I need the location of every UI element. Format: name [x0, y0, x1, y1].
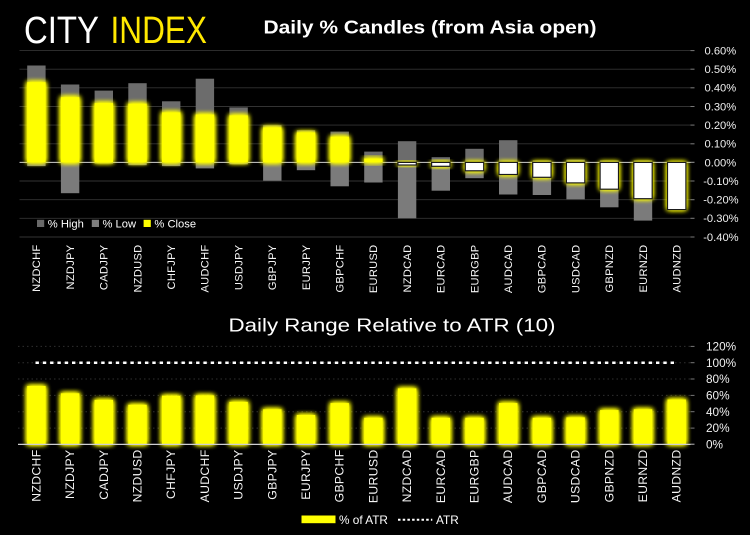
svg-text:GBPJPY: GBPJPY	[267, 244, 279, 290]
svg-text:20%: 20%	[706, 421, 730, 435]
svg-text:CHFJPY: CHFJPY	[166, 244, 178, 289]
svg-text:0%: 0%	[706, 438, 724, 452]
svg-text:USDJPY: USDJPY	[233, 244, 245, 290]
svg-text:100%: 100%	[706, 356, 737, 370]
svg-text:% High: % High	[48, 219, 84, 231]
svg-text:EURGBP: EURGBP	[469, 245, 481, 294]
svg-text:0.60%: 0.60%	[705, 46, 737, 58]
svg-text:CITY: CITY	[24, 10, 99, 52]
svg-text:0.00%: 0.00%	[705, 157, 737, 169]
svg-text:EURCAD: EURCAD	[436, 245, 448, 294]
svg-text:GBPNZD: GBPNZD	[602, 450, 616, 503]
svg-text:USDCAD: USDCAD	[569, 450, 583, 504]
svg-text:CADJPY: CADJPY	[99, 244, 111, 290]
svg-text:% of ATR: % of ATR	[339, 513, 388, 527]
svg-text:AUDNZD: AUDNZD	[670, 450, 684, 503]
svg-text:GBPCHF: GBPCHF	[335, 245, 347, 293]
svg-text:% Low: % Low	[103, 219, 137, 231]
svg-text:EURCAD: EURCAD	[434, 450, 448, 504]
svg-text:80%: 80%	[706, 372, 730, 386]
svg-text:-0.10%: -0.10%	[703, 176, 738, 188]
svg-text:-0.40%: -0.40%	[703, 232, 738, 244]
svg-text:USDJPY: USDJPY	[232, 450, 246, 500]
svg-text:AUDCHF: AUDCHF	[200, 245, 212, 293]
svg-text:NZDCHF: NZDCHF	[29, 450, 43, 502]
svg-text:0.20%: 0.20%	[705, 120, 737, 132]
svg-text:EURNZD: EURNZD	[636, 450, 650, 503]
svg-text:Daily % Candles (from Asia ope: Daily % Candles (from Asia open)	[264, 16, 597, 37]
svg-text:120%: 120%	[706, 340, 737, 354]
svg-text:GBPJPY: GBPJPY	[265, 450, 279, 500]
svg-text:EURJPY: EURJPY	[299, 450, 313, 500]
svg-text:GBPNZD: GBPNZD	[604, 245, 616, 293]
svg-text:EURUSD: EURUSD	[366, 450, 380, 504]
svg-text:EURUSD: EURUSD	[368, 245, 380, 294]
svg-text:NZDCAD: NZDCAD	[402, 245, 414, 293]
svg-text:Daily Range Relative to ATR (1: Daily Range Relative to ATR (10)	[229, 314, 556, 335]
svg-text:INDEX: INDEX	[111, 10, 208, 52]
svg-text:0.40%: 0.40%	[705, 83, 737, 95]
svg-text:AUDNZD: AUDNZD	[672, 245, 684, 293]
svg-text:AUDCHF: AUDCHF	[198, 450, 212, 503]
svg-text:NZDJPY: NZDJPY	[63, 450, 77, 500]
svg-text:NZDUSD: NZDUSD	[132, 245, 144, 293]
svg-text:0.30%: 0.30%	[705, 101, 737, 113]
svg-text:EURGBP: EURGBP	[468, 450, 482, 504]
svg-text:NZDUSD: NZDUSD	[131, 450, 145, 503]
svg-text:AUDCAD: AUDCAD	[503, 245, 515, 294]
svg-text:USDCAD: USDCAD	[570, 245, 582, 294]
svg-text:0.10%: 0.10%	[705, 139, 737, 151]
svg-text:EURJPY: EURJPY	[301, 244, 313, 290]
svg-text:ATR: ATR	[436, 513, 459, 527]
svg-text:AUDCAD: AUDCAD	[501, 450, 515, 504]
svg-text:EURNZD: EURNZD	[638, 245, 650, 293]
svg-text:NZDCAD: NZDCAD	[400, 450, 414, 503]
svg-text:60%: 60%	[706, 389, 730, 403]
svg-text:-0.30%: -0.30%	[703, 213, 738, 225]
svg-text:CHFJPY: CHFJPY	[164, 450, 178, 500]
svg-text:GBPCAD: GBPCAD	[537, 245, 549, 294]
svg-text:CADJPY: CADJPY	[97, 450, 111, 500]
svg-text:% Close: % Close	[154, 219, 196, 231]
svg-text:-0.20%: -0.20%	[703, 195, 738, 207]
svg-text:40%: 40%	[706, 405, 730, 419]
svg-text:GBPCHF: GBPCHF	[333, 450, 347, 503]
svg-text:NZDJPY: NZDJPY	[65, 244, 77, 289]
svg-text:GBPCAD: GBPCAD	[535, 450, 549, 504]
svg-text:NZDCHF: NZDCHF	[31, 245, 43, 292]
svg-text:0.50%: 0.50%	[705, 64, 737, 76]
